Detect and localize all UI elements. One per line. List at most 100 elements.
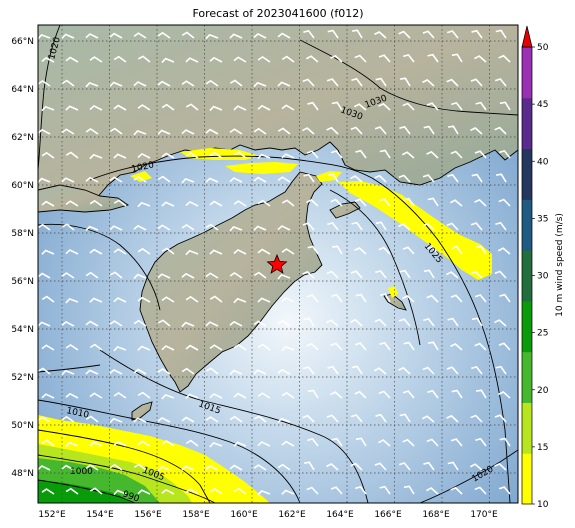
- wind-barb: [133, 176, 147, 183]
- wind-barb: [253, 464, 267, 471]
- colorbar-bands: [522, 47, 532, 505]
- wind-barb: [205, 128, 219, 135]
- wind-barb: [277, 127, 291, 135]
- wind-barb: [498, 486, 511, 495]
- wind-barb: [89, 441, 103, 447]
- wind-barb: [354, 247, 367, 255]
- colorbar-band: [522, 402, 532, 454]
- wind-barb: [133, 319, 147, 327]
- wind-barb: [38, 128, 51, 135]
- wind-barb: [185, 295, 199, 303]
- wind-barb: [133, 368, 147, 375]
- wind-barb: [470, 270, 483, 279]
- wind-barb: [38, 80, 51, 87]
- wind-barb: [303, 173, 315, 183]
- wind-barb: [326, 270, 339, 279]
- wind-barb: [229, 320, 243, 327]
- wind-barb: [65, 249, 79, 255]
- wind-barb: [61, 369, 75, 376]
- wind-barb: [41, 105, 55, 112]
- wind-barb: [209, 441, 223, 448]
- wind-barb: [494, 270, 507, 279]
- wind-barb: [109, 320, 123, 327]
- wind-barb: [474, 150, 487, 159]
- wind-barb: [325, 319, 339, 327]
- wind-barb: [426, 102, 439, 111]
- northern-coastline: [38, 141, 518, 209]
- wind-barb: [495, 173, 507, 183]
- wind-barb: [157, 465, 171, 472]
- wind-barb: [233, 105, 247, 111]
- wind-barb: [306, 294, 319, 303]
- wind-barb: [306, 486, 319, 495]
- wind-barb: [399, 269, 411, 279]
- wind-barb: [499, 437, 511, 447]
- wind-barb: [65, 105, 79, 111]
- wind-barb: [281, 248, 295, 255]
- wind-barb: [229, 128, 243, 135]
- wind-barb: [65, 441, 79, 448]
- wind-barb: [331, 101, 343, 111]
- wind-barb: [451, 101, 463, 111]
- wind-barb: [471, 317, 483, 327]
- wind-barb: [205, 464, 219, 471]
- wind-barb: [350, 318, 363, 327]
- wind-barb: [353, 103, 367, 111]
- wind-barb: [41, 151, 55, 159]
- wind-barb: [157, 129, 171, 135]
- wind-barb: [253, 176, 267, 183]
- wind-barb: [89, 487, 103, 495]
- colorbar-extend-arrow: [521, 25, 533, 48]
- wind-barb: [233, 151, 247, 159]
- wind-barb: [379, 149, 391, 159]
- wind-barb: [354, 342, 367, 351]
- wind-barb: [446, 366, 459, 375]
- lon-label: 164°E: [326, 510, 354, 520]
- wind-barb: [330, 54, 343, 63]
- wind-barb: [402, 246, 415, 255]
- wind-barb: [61, 464, 75, 471]
- wind-barb: [137, 440, 151, 447]
- wind-barb: [161, 296, 175, 303]
- wind-barb: [113, 104, 127, 111]
- wind-barb: [351, 29, 363, 39]
- wind-barb: [331, 293, 343, 303]
- wind-barb: [423, 269, 435, 279]
- wind-barb: [303, 317, 315, 327]
- wind-barb: [354, 198, 367, 207]
- wind-barb: [330, 198, 343, 207]
- wind-barb: [427, 389, 439, 399]
- wind-barb: [41, 439, 55, 447]
- wind-barb: [403, 485, 415, 495]
- wind-barb: [233, 56, 247, 63]
- wind-barb: [38, 416, 51, 423]
- wind-barb: [351, 365, 363, 375]
- wind-barb: [89, 104, 103, 111]
- wind-barb: [474, 294, 487, 303]
- wind-barb: [450, 343, 463, 351]
- wind-barb: [307, 245, 319, 255]
- wind-barb: [281, 104, 295, 111]
- wind-barb: [157, 224, 171, 231]
- wind-barb: [161, 201, 175, 207]
- wind-barb: [378, 102, 391, 111]
- colorbar-tick-label: 20: [537, 386, 549, 396]
- page-title: Forecast of 2023041600 (f012): [192, 7, 364, 20]
- wind-barb: [447, 317, 459, 327]
- wind-barb: [89, 56, 103, 63]
- wind-barb: [379, 293, 391, 303]
- wind-barb: [233, 487, 247, 495]
- colorbar-tick-label: 30: [537, 272, 549, 282]
- wind-barb: [85, 271, 99, 279]
- colorbar-tick-label: 10: [537, 500, 549, 510]
- wind-barb: [205, 33, 219, 40]
- wind-barb: [133, 273, 147, 280]
- wind-barb: [257, 489, 271, 496]
- wind-barb: [331, 437, 343, 447]
- wind-barb: [423, 125, 435, 135]
- wind-barb: [89, 199, 103, 207]
- wind-barb: [427, 341, 439, 351]
- wind-barb: [330, 486, 343, 495]
- wind-barb: [471, 29, 483, 39]
- wind-barb: [306, 199, 319, 207]
